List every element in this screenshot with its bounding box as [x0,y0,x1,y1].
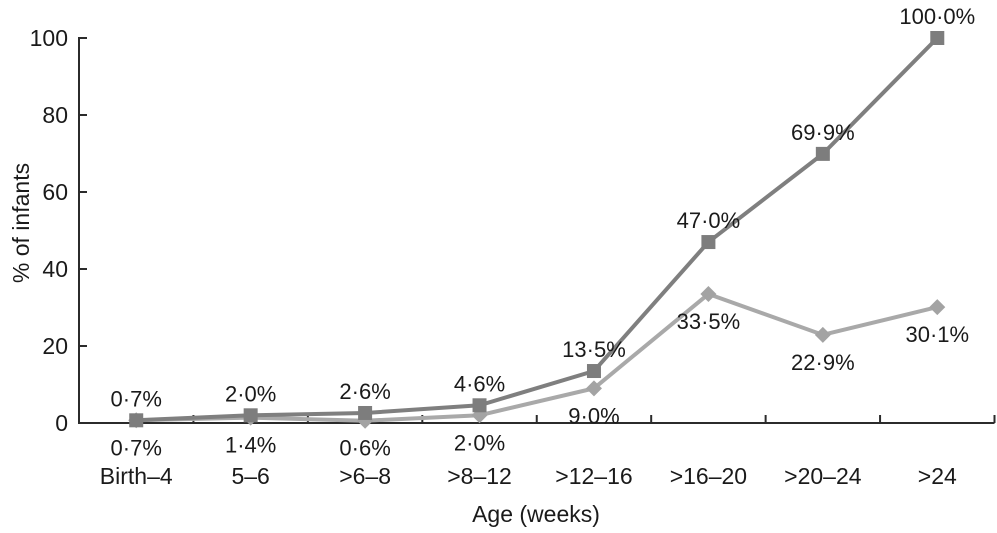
data-point-label: 47·0% [677,208,741,233]
diamond-marker [814,326,831,343]
x-category-label: >20–24 [784,463,862,489]
y-tick-label: 100 [30,25,68,51]
y-tick-label: 20 [42,333,68,359]
square-marker [243,408,258,423]
data-point-label: 2·6% [339,379,390,404]
square-marker [815,146,830,161]
x-category-label: >24 [918,463,957,489]
y-tick-label: 80 [42,102,68,128]
data-point-label: 2·0% [225,381,276,406]
data-point-label: 9·0% [568,403,619,428]
square-marker [701,235,716,250]
data-point-label: 30·1% [905,322,969,347]
square-marker [358,405,373,420]
x-category-label: >6–8 [339,463,391,489]
x-axis-title: Age (weeks) [472,501,600,527]
data-point-label: 1·4% [225,433,276,458]
square-marker [129,413,144,428]
x-category-label: >12–16 [555,463,632,489]
data-point-label: 0·7% [111,386,162,411]
x-category-label: Birth–4 [100,463,173,489]
data-point-label: 33·5% [677,309,741,334]
diamond-marker [700,286,717,303]
square-marker [930,31,945,45]
data-point-label: 0·7% [111,435,162,460]
y-tick-label: 40 [42,256,68,282]
y-tick-label: 60 [42,179,68,205]
cumulative-introduction-squares-line [136,36,939,423]
x-category-label: >16–20 [670,463,747,489]
data-point-label: 22·9% [791,350,855,375]
data-point-label: 4·6% [454,371,505,396]
x-category-label: 5–6 [231,463,269,489]
diamond-marker [929,299,946,316]
data-point-label: 69·9% [791,120,855,145]
x-category-label: >8–12 [447,463,512,489]
data-point-label: 13·5% [562,337,626,362]
y-axis-title: % of infants [8,162,34,284]
y-tick-label: 0 [55,410,68,436]
data-point-label: 2·0% [454,430,505,455]
data-point-label: 0·6% [339,436,390,461]
data-point-label: 100·0% [899,4,975,29]
square-marker [586,364,601,379]
diamond-marker [585,380,602,397]
square-marker [472,398,487,413]
interval-introduction-diamonds-line [136,291,938,423]
